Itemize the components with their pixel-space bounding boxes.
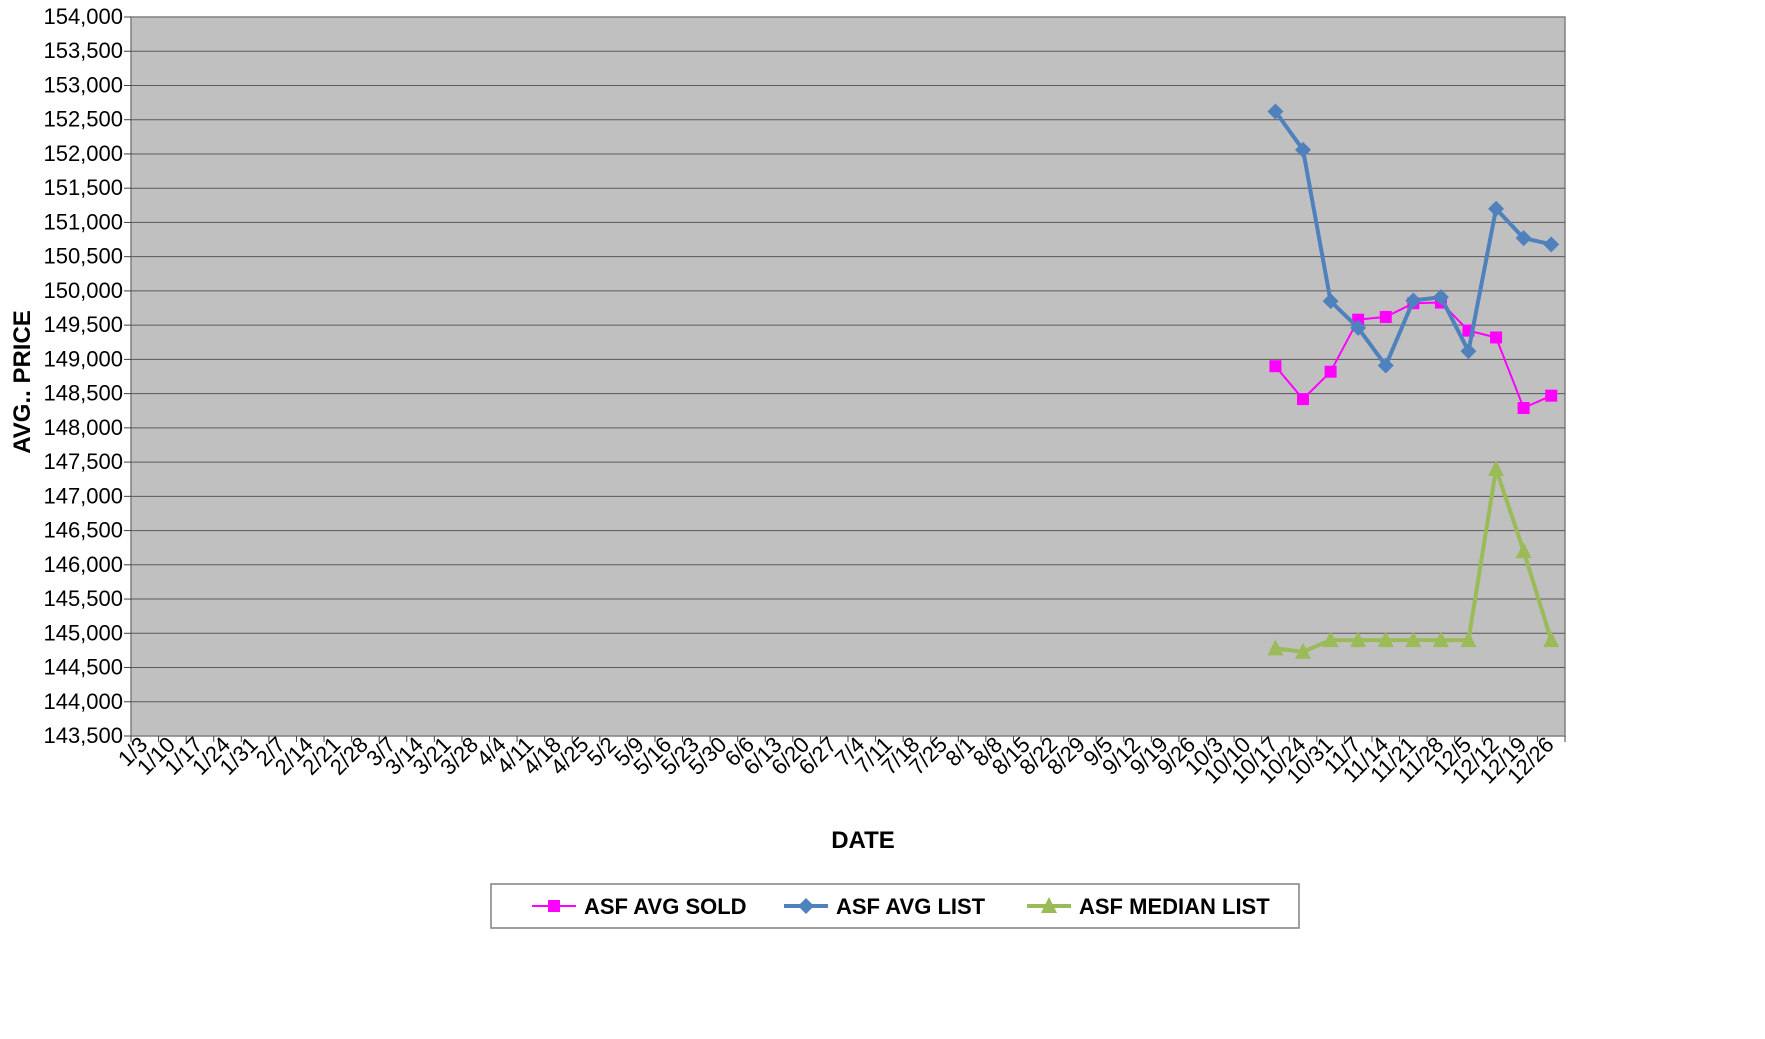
y-tick-label: 149,000 [43, 346, 123, 371]
data-point [1432, 631, 1449, 648]
y-tick-label: 143,500 [43, 723, 123, 748]
data-point [1460, 631, 1477, 648]
data-point [1517, 401, 1530, 414]
y-tick-label: 145,000 [43, 620, 123, 645]
data-point [1490, 331, 1503, 344]
y-tick-label: 147,000 [43, 483, 123, 508]
y-tick-label: 152,000 [43, 141, 123, 166]
legend-label: ASF MEDIAN LIST [1079, 894, 1270, 919]
y-tick-label: 148,000 [43, 415, 123, 440]
data-point [1377, 631, 1394, 648]
x-axis-title: DATE [831, 827, 895, 854]
y-tick-label: 147,500 [43, 449, 123, 474]
legend-item: ASF MEDIAN LIST [1027, 894, 1270, 919]
gridlines [124, 16, 1566, 742]
data-point [1432, 289, 1449, 306]
y-tick-label: 152,500 [43, 107, 123, 132]
series-layer [1267, 103, 1560, 659]
data-point [1269, 360, 1282, 373]
data-point [1350, 319, 1367, 336]
y-tick-label: 150,000 [43, 278, 123, 303]
y-tick-label: 144,500 [43, 655, 123, 680]
data-point [1297, 393, 1310, 406]
data-point [1405, 631, 1422, 648]
series-asf-avg-list [1267, 103, 1560, 374]
x-axis-tick-labels: 1/31/101/171/241/312/72/142/212/283/73/1… [113, 732, 1559, 789]
data-point [1350, 631, 1367, 648]
y-tick-label: 151,000 [43, 209, 123, 234]
y-tick-label: 146,000 [43, 552, 123, 577]
data-point [1379, 310, 1392, 323]
data-point [1295, 642, 1312, 659]
data-point [1545, 389, 1558, 402]
legend-label: ASF AVG LIST [836, 894, 986, 919]
data-point [1322, 631, 1339, 648]
y-tick-label: 145,500 [43, 586, 123, 611]
y-tick-label: 146,500 [43, 518, 123, 543]
legend-marker [798, 898, 814, 914]
data-point [1267, 639, 1284, 656]
legend-item: ASF AVG LIST [784, 894, 986, 919]
y-tick-label: 149,500 [43, 312, 123, 337]
legend-marker [548, 900, 560, 912]
data-point [1515, 230, 1532, 247]
data-point [1515, 542, 1532, 559]
data-point [1543, 236, 1560, 253]
data-point [1460, 343, 1477, 360]
y-tick-label: 150,500 [43, 244, 123, 269]
series-asf-avg-sold [1269, 296, 1558, 414]
data-point [1322, 293, 1339, 310]
series-asf-median-list [1267, 459, 1560, 659]
y-axis-title: AVG.. PRICE [9, 310, 36, 454]
data-point [1488, 200, 1505, 217]
legend: ASF AVG SOLD ASF AVG LIST ASF MEDIAN LIST [490, 883, 1300, 929]
y-tick-label: 144,000 [43, 689, 123, 714]
data-point [1377, 357, 1394, 374]
data-point [1543, 631, 1560, 648]
data-point [1488, 459, 1505, 476]
plot-area [130, 16, 1566, 737]
y-tick-label: 154,000 [43, 4, 123, 29]
y-tick-label: 153,000 [43, 72, 123, 97]
legend-label: ASF AVG SOLD [584, 894, 747, 919]
data-point [1267, 103, 1284, 120]
legend-marker [1041, 897, 1057, 913]
data-point [1405, 292, 1422, 309]
legend-box [490, 883, 1300, 929]
y-axis-tick-labels: 143,500 144,000 144,500 145,000 145,500 146,0… [43, 4, 123, 748]
y-tick-label: 151,500 [43, 175, 123, 200]
y-tick-label: 153,500 [43, 38, 123, 63]
data-point [1324, 365, 1337, 378]
data-point [1295, 141, 1312, 158]
legend-item: ASF AVG SOLD [532, 894, 747, 919]
y-tick-label: 148,500 [43, 381, 123, 406]
